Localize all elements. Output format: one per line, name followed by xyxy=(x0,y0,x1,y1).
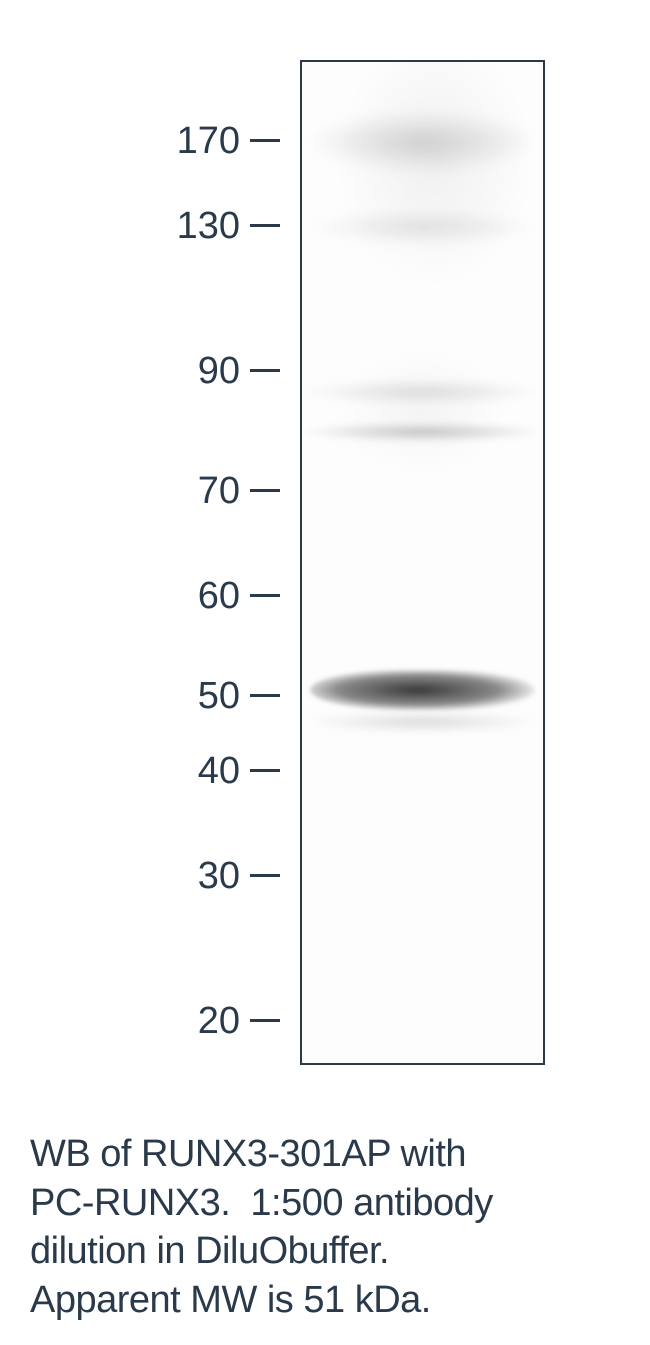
mw-label-170: 170 xyxy=(150,122,240,160)
mw-label-60: 60 xyxy=(150,577,240,615)
mw-tick-40 xyxy=(250,769,280,772)
mw-label-50: 50 xyxy=(150,677,240,715)
blot-figure: 170 130 90 70 60 50 40 30 20 xyxy=(0,0,650,1120)
caption-line-3: dilution in DiluObuffer. xyxy=(30,1230,389,1272)
mw-tick-70 xyxy=(250,489,280,492)
mw-tick-130 xyxy=(250,224,280,227)
caption-line-1: WB of RUNX3-301AP with xyxy=(30,1133,466,1175)
mw-tick-50 xyxy=(250,694,280,697)
mw-label-40: 40 xyxy=(150,752,240,790)
lane-noise xyxy=(302,62,543,1063)
mw-tick-30 xyxy=(250,874,280,877)
blot-lane xyxy=(300,60,545,1065)
mw-tick-170 xyxy=(250,139,280,142)
mw-tick-60 xyxy=(250,594,280,597)
mw-label-90: 90 xyxy=(150,352,240,390)
caption-line-2: PC-RUNX3. 1:500 antibody xyxy=(30,1182,493,1224)
mw-tick-90 xyxy=(250,369,280,372)
mw-label-20: 20 xyxy=(150,1002,240,1040)
caption-line-4: Apparent MW is 51 kDa. xyxy=(30,1279,431,1321)
figure-caption: WB of RUNX3-301AP with PC-RUNX3. 1:500 a… xyxy=(30,1130,620,1325)
mw-label-30: 30 xyxy=(150,857,240,895)
mw-label-130: 130 xyxy=(150,207,240,245)
mw-tick-20 xyxy=(250,1019,280,1022)
mw-label-70: 70 xyxy=(150,472,240,510)
